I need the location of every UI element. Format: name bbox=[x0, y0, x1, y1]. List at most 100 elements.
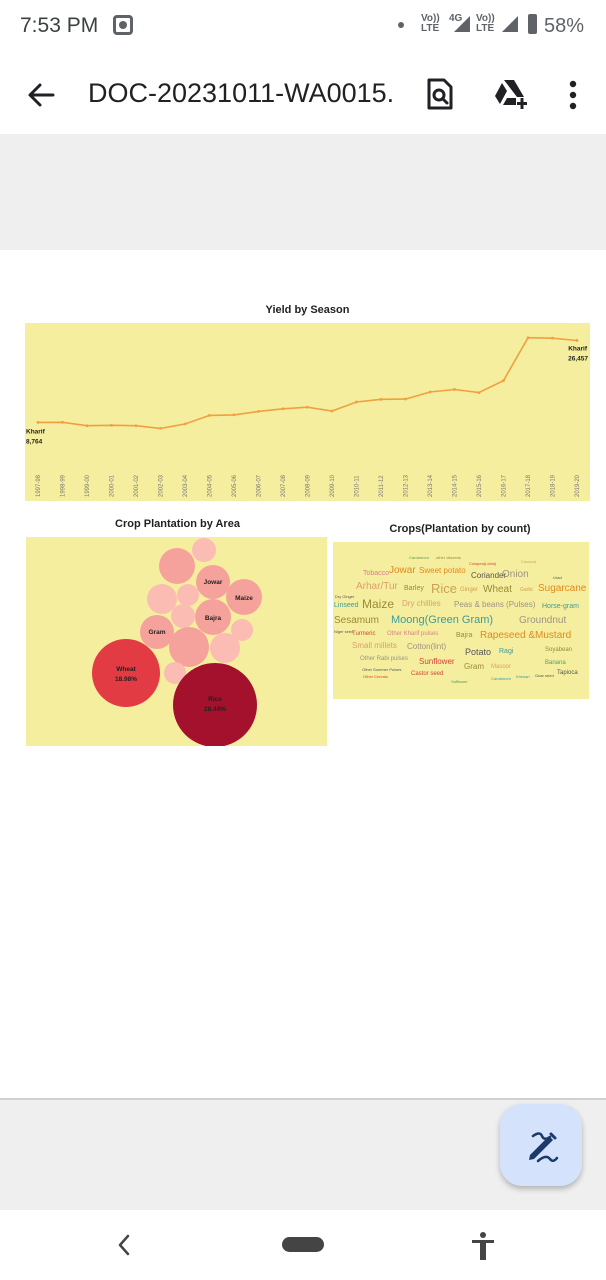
word: Potato bbox=[465, 647, 492, 657]
x-tick-label: 1998-99 bbox=[61, 474, 67, 497]
x-tick-label: 2003-04 bbox=[183, 474, 189, 497]
nav-home-pill[interactable] bbox=[282, 1237, 324, 1252]
status-time: 7:53 PM bbox=[20, 14, 99, 37]
x-tick-label: 2018-19 bbox=[551, 474, 557, 497]
word: Gram bbox=[464, 662, 484, 671]
word: Castor seed bbox=[411, 671, 444, 677]
bubble-label-jowar: Jowar bbox=[204, 579, 223, 586]
word: Other Rabi pulses bbox=[360, 656, 409, 662]
yield-point bbox=[159, 426, 162, 430]
yield-point bbox=[134, 424, 138, 428]
x-tick-label: 2006-07 bbox=[257, 474, 263, 497]
bubble-rice bbox=[173, 663, 257, 747]
word: Niger seed bbox=[334, 629, 354, 634]
yield-point bbox=[428, 390, 432, 394]
word: Khesari bbox=[516, 674, 530, 679]
word: Horse-gram bbox=[542, 603, 579, 610]
accessibility-icon[interactable] bbox=[470, 1231, 496, 1261]
yield-point bbox=[257, 409, 260, 413]
yield-point bbox=[36, 421, 40, 424]
word: Sunflower bbox=[419, 657, 455, 666]
bubble-small bbox=[147, 584, 177, 614]
word-cloud: Cardamom other oilseeds Coconut Cowpea(L… bbox=[333, 542, 589, 699]
back-arrow-icon[interactable] bbox=[26, 80, 56, 110]
find-in-page-icon[interactable] bbox=[426, 78, 454, 110]
bubble-jowar bbox=[196, 565, 230, 599]
bubble-small bbox=[177, 584, 199, 606]
word: Cardamom bbox=[409, 555, 429, 560]
yield-point bbox=[281, 407, 285, 411]
yield-point bbox=[404, 397, 407, 401]
word: Other Summer Pulses bbox=[362, 667, 402, 672]
yield-line-chart: 1997-98 1998-99 1999-00 2000-01 2001-02 2002-… bbox=[26, 336, 588, 497]
yield-point bbox=[355, 400, 358, 404]
start-series-label: Kharif bbox=[26, 428, 46, 435]
word: Onion bbox=[502, 569, 529, 580]
word: Ragi bbox=[499, 648, 514, 655]
word: Other Kharif pulses bbox=[387, 631, 439, 637]
x-tick-label: 2011-12 bbox=[379, 475, 385, 497]
word: Moong(Green Gram) bbox=[391, 614, 494, 626]
yield-point bbox=[453, 388, 456, 391]
start-value-label: 8,764 bbox=[26, 438, 43, 445]
wordcloud-title: Crops(Plantation by count) bbox=[389, 523, 531, 535]
bubble-small bbox=[164, 662, 186, 684]
bubble-chart: Jowar Maize Bajra Gram Wheat 18.98% Rice… bbox=[26, 537, 327, 747]
bubble-chart-title: Crop Plantation by Area bbox=[115, 518, 240, 530]
yield-chart: 1997-98 1998-99 1999-00 2000-01 2001-02 2002-… bbox=[25, 323, 590, 501]
word: Maize bbox=[362, 597, 395, 611]
x-tick-label: 2001-02 bbox=[134, 474, 140, 497]
word: other oilseeds bbox=[436, 555, 461, 560]
word: Groundnut bbox=[519, 615, 567, 626]
yield-point bbox=[575, 339, 579, 342]
word: Tapioca bbox=[557, 670, 578, 676]
more-options-icon[interactable] bbox=[562, 78, 584, 112]
yield-point bbox=[526, 336, 530, 340]
bubble-small bbox=[171, 604, 195, 628]
x-tick-label: 2017-18 bbox=[526, 474, 532, 497]
bubble-label-wheat: Wheat bbox=[116, 666, 136, 673]
bubble-value-wheat: 18.98% bbox=[115, 676, 137, 683]
status-bar: 7:53 PM Vo)) LTE 4G Vo)) LTE 58% bbox=[0, 0, 606, 56]
edit-fab-button[interactable] bbox=[500, 1104, 582, 1186]
word: Coconut bbox=[521, 559, 536, 564]
x-tick-label: 2002-03 bbox=[159, 474, 165, 497]
word: Soyabean bbox=[545, 647, 573, 653]
yield-chart-title: Yield by Season bbox=[265, 304, 350, 316]
word: Cowpea(Lobia) bbox=[469, 561, 497, 566]
word: Other Cereals bbox=[363, 674, 388, 679]
add-to-drive-icon[interactable] bbox=[493, 78, 529, 110]
word: Ginger bbox=[460, 587, 479, 593]
bubble-label-bajra: Bajra bbox=[205, 615, 222, 622]
bubble-medium bbox=[159, 548, 195, 584]
yield-point bbox=[232, 413, 236, 417]
x-tick-label: 2012-13 bbox=[404, 474, 410, 497]
volte-label-1: Vo)) LTE bbox=[421, 13, 440, 34]
word: Peas & beans (Pulses) bbox=[454, 600, 536, 609]
end-series-label: Kharif bbox=[568, 345, 588, 352]
bubble-gram bbox=[140, 615, 174, 649]
end-value-label: 26,457 bbox=[568, 355, 588, 362]
yield-point bbox=[208, 413, 211, 417]
x-tick-label: 1999-00 bbox=[85, 474, 91, 497]
word: Sugarcane bbox=[538, 583, 587, 594]
bubble-medium bbox=[169, 627, 209, 667]
word: Linseed bbox=[334, 602, 359, 609]
word: Dry chillies bbox=[402, 599, 441, 608]
battery-icon bbox=[528, 14, 537, 34]
yield-point bbox=[330, 409, 334, 413]
word: Garlic bbox=[520, 587, 534, 593]
bubble-small bbox=[192, 538, 216, 562]
word: Turmeric bbox=[352, 631, 376, 637]
signal-strength-icon-1 bbox=[454, 16, 470, 32]
bubble-small bbox=[210, 633, 240, 663]
word: Dry Ginger bbox=[335, 594, 355, 599]
word: Safflower bbox=[451, 679, 468, 684]
x-tick-label: 2009-10 bbox=[330, 474, 336, 497]
notification-dot-icon bbox=[398, 22, 404, 28]
document-title: DOC-20231011-WA0015. bbox=[88, 78, 395, 108]
word: Tobacco bbox=[363, 570, 390, 577]
x-tick-label: 2010-11 bbox=[355, 475, 361, 497]
nav-back-icon[interactable] bbox=[116, 1234, 132, 1256]
x-tick-label: 2016-17 bbox=[502, 474, 508, 497]
